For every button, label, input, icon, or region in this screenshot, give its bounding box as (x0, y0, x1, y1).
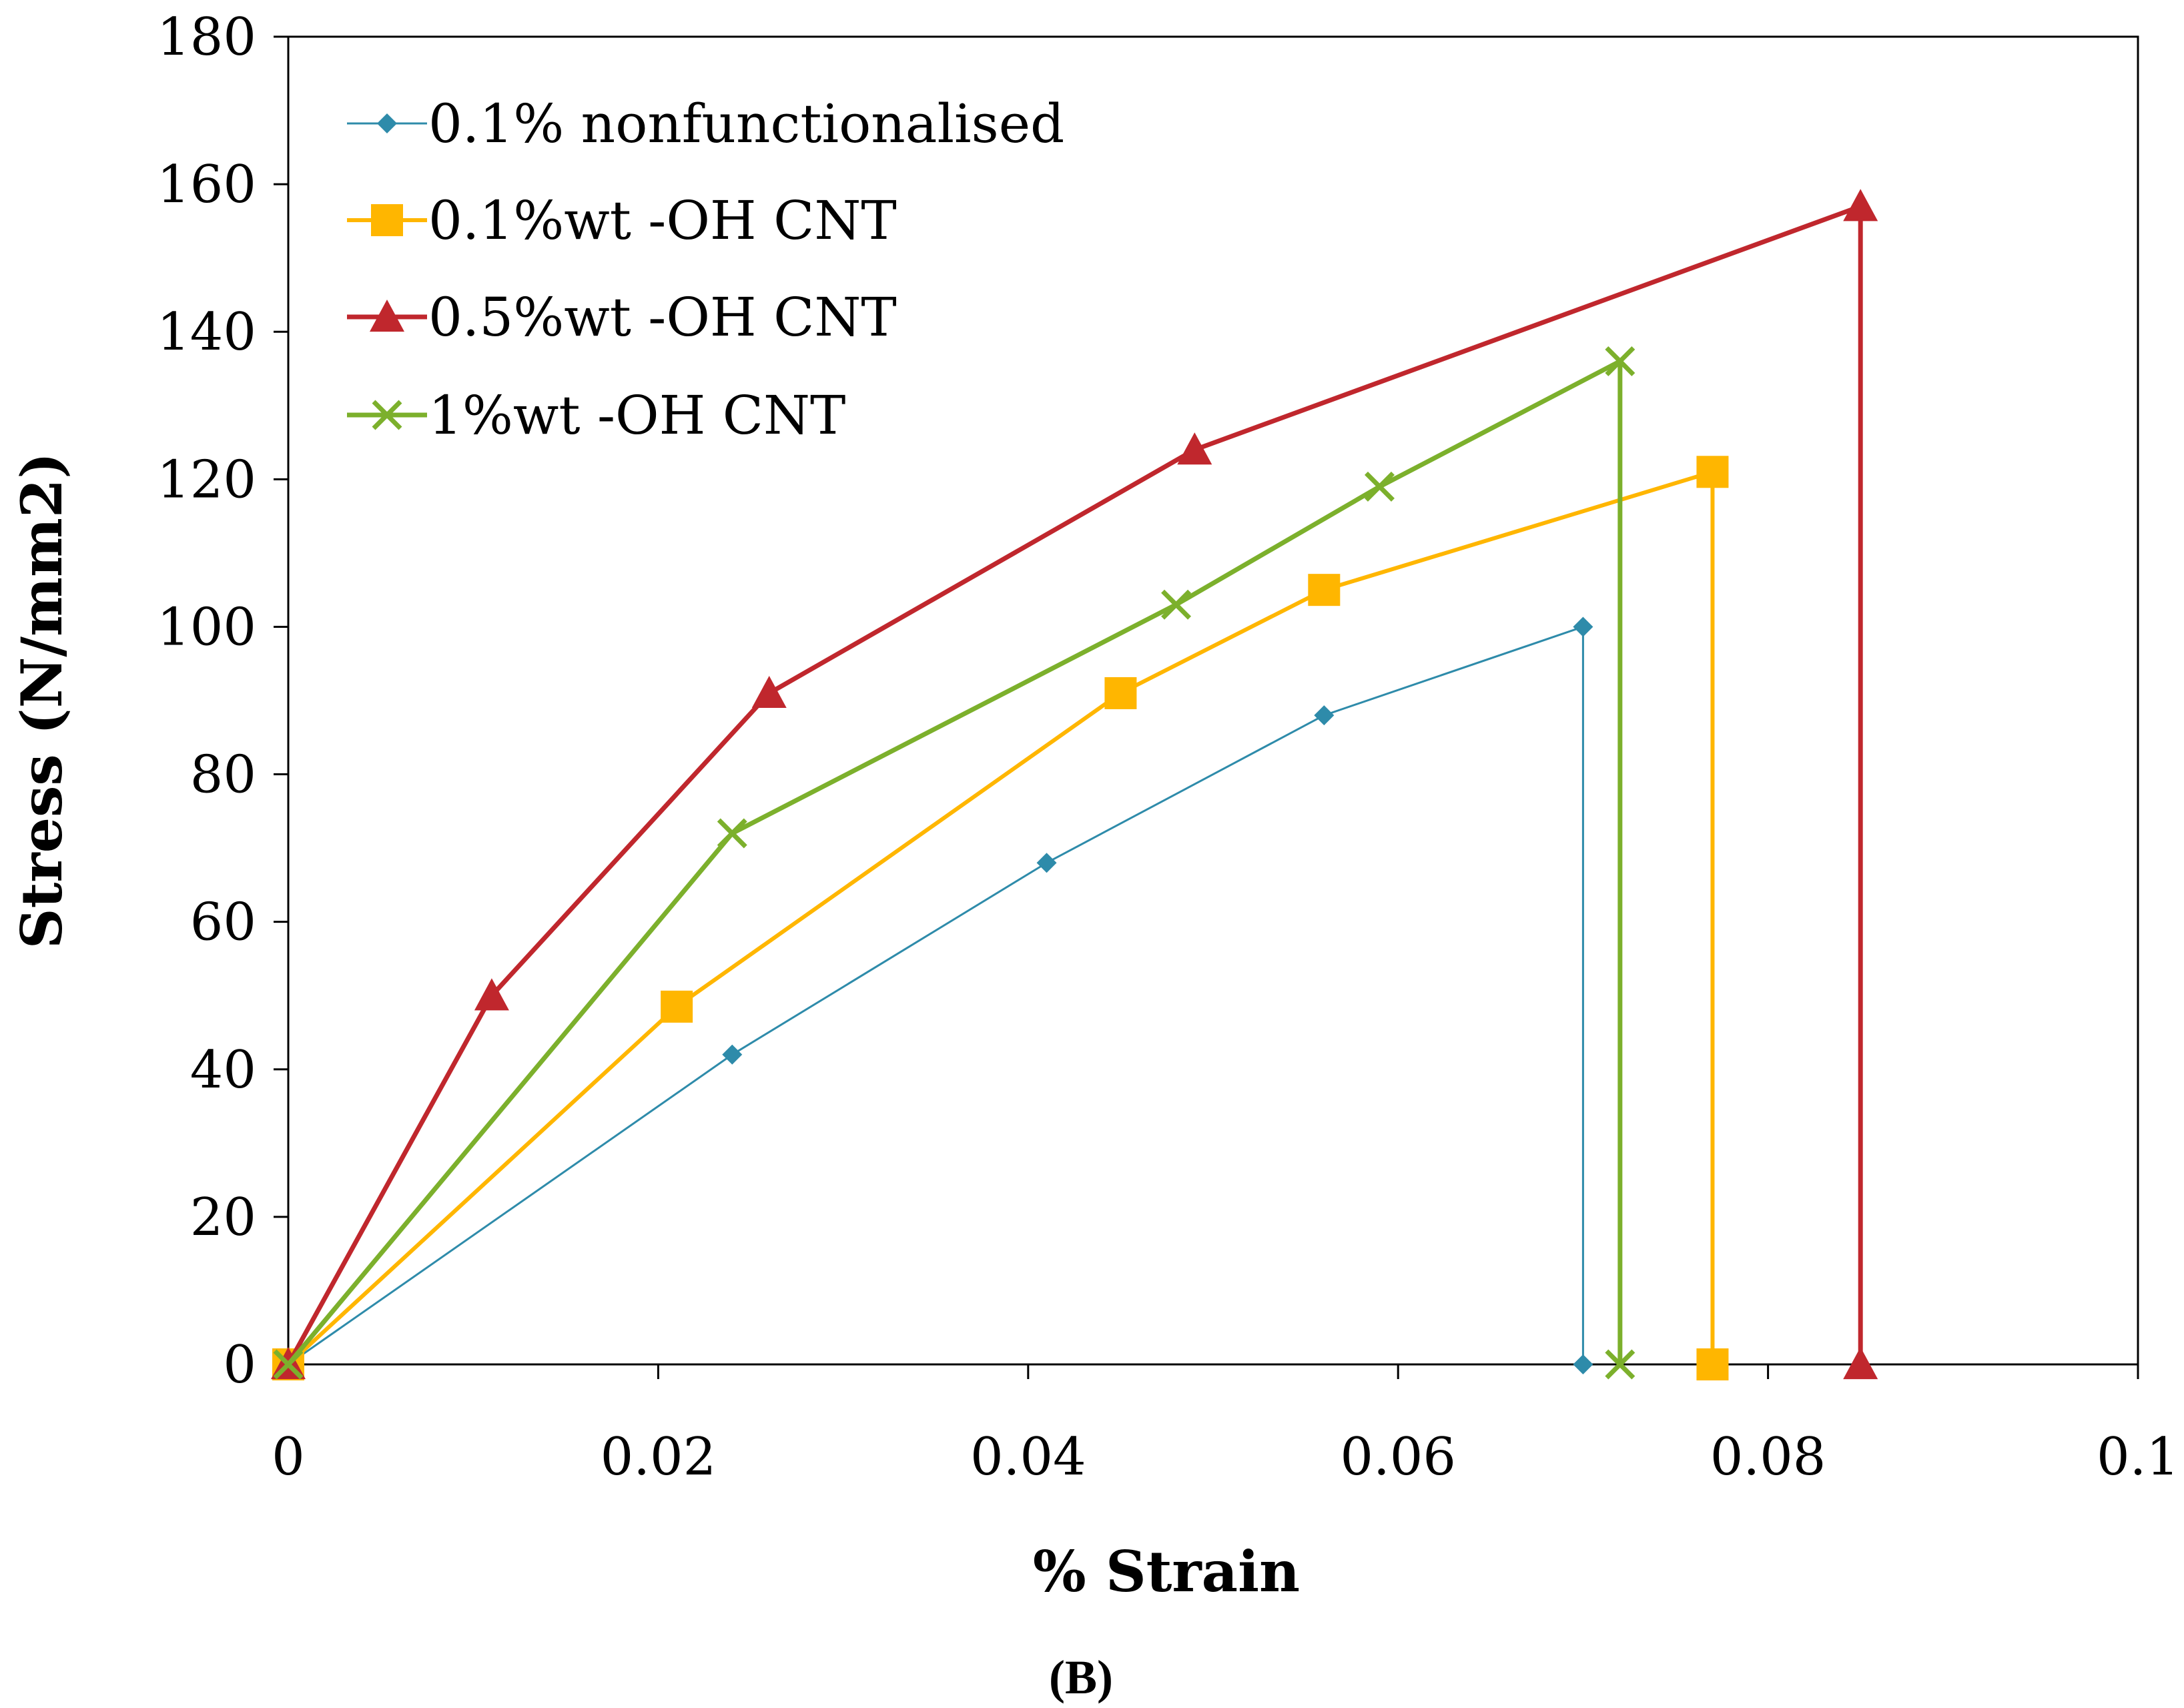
legend-label: 0.5%wt -OH CNT (428, 286, 897, 348)
y-tick-label: 140 (157, 302, 256, 362)
x-tick-label: 0.08 (1710, 1427, 1826, 1487)
y-tick-label: 120 (157, 450, 256, 510)
legend-item-4: 1%wt -OH CNT (347, 384, 845, 446)
y-tick-label: 0 (223, 1335, 256, 1395)
data-point (1365, 471, 1395, 502)
legend: 0.1% nonfunctionalised 0.1%wt -OH CNT 0.5%… (347, 93, 1064, 446)
data-point (474, 978, 509, 1011)
data-point (1104, 677, 1137, 709)
legend-swatch-marker (370, 300, 404, 332)
x-tick-label: 0.04 (970, 1427, 1086, 1487)
y-tick-label: 180 (157, 7, 256, 67)
data-point (751, 675, 787, 709)
data-point (1314, 705, 1335, 726)
y-tick-label: 160 (157, 155, 256, 215)
data-point (1696, 456, 1729, 488)
data-point (273, 1349, 304, 1380)
series-line (286, 358, 1623, 1366)
x-axis-title: % Strain (1033, 1539, 1300, 1605)
data-point (1605, 346, 1635, 376)
series-layer (271, 189, 1878, 1380)
series-3 (271, 189, 1878, 1380)
legend-label: 0.1%wt -OH CNT (428, 189, 897, 252)
data-point (661, 990, 693, 1023)
legend-item-2: 0.1%wt -OH CNT (347, 189, 897, 252)
y-tick-label: 80 (190, 745, 256, 805)
data-point (1036, 853, 1057, 873)
series-4 (273, 346, 1635, 1380)
y-axis-title: Stress (N/mm2) (9, 452, 75, 949)
legend-item-3: 0.5%wt -OH CNT (347, 286, 897, 348)
series-line (286, 470, 1715, 1366)
series-1 (278, 616, 1593, 1374)
series-line (288, 625, 1584, 1366)
data-point (1161, 589, 1192, 620)
series-2 (272, 456, 1729, 1380)
plot-area (287, 35, 2139, 1366)
data-point (1308, 574, 1341, 606)
series-line (286, 203, 1863, 1366)
data-point (1843, 189, 1878, 222)
legend-swatch-marker (371, 204, 403, 236)
x-tick-label: 0.02 (601, 1427, 717, 1487)
data-point (1843, 1347, 1878, 1380)
legend-label: 1%wt -OH CNT (428, 384, 845, 446)
x-tick-label: 0.1 (2097, 1427, 2179, 1487)
figure-caption: (B) (1049, 1651, 1113, 1704)
data-point (1177, 432, 1212, 465)
y-tick-label: 20 (190, 1188, 256, 1248)
data-point (1573, 616, 1593, 637)
legend-swatch-marker (377, 113, 397, 133)
y-tick-label: 60 (190, 893, 256, 953)
data-point (722, 1044, 743, 1065)
y-tick-label: 40 (190, 1040, 256, 1100)
data-point (1605, 1349, 1635, 1380)
legend-swatch-marker (372, 400, 402, 430)
data-point (1696, 1348, 1729, 1380)
legend-item-1: 0.1% nonfunctionalised (347, 93, 1064, 155)
legend-label: 0.1% nonfunctionalised (428, 93, 1064, 155)
data-point (1573, 1354, 1593, 1374)
axes: 0 20 40 60 80 100 120 140 160 180 0 0.02 0.04 0.06 0.0… (157, 7, 2179, 1487)
x-tick-label: 0 (272, 1427, 305, 1487)
data-point (717, 818, 747, 849)
x-tick-label: 0.06 (1340, 1427, 1456, 1487)
y-tick-label: 100 (157, 597, 256, 657)
